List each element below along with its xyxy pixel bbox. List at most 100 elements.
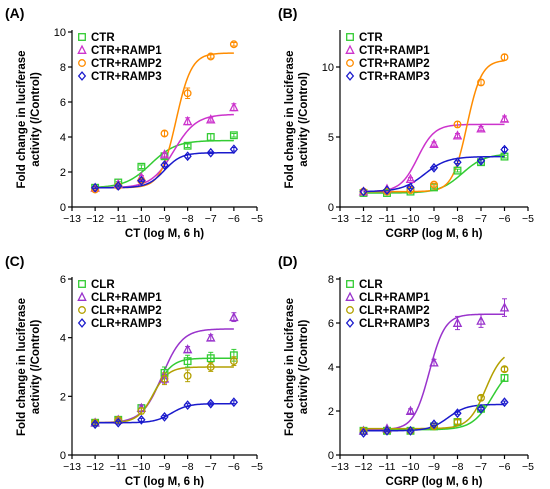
x-tick-label: −9 (428, 213, 440, 225)
legend-marker-2 (78, 59, 86, 67)
data-point-0 (206, 354, 215, 363)
x-tick-label: −12 (355, 461, 373, 473)
x-tick-label: −7 (205, 213, 217, 225)
x-tick-label: −11 (378, 461, 395, 473)
data-point-0 (183, 141, 192, 150)
x-tick-label: −8 (182, 213, 194, 225)
data-point-2 (229, 357, 238, 366)
x-tick-label: −6 (228, 213, 240, 225)
legend-marker-1 (77, 291, 87, 301)
legend-marker-3 (345, 318, 355, 328)
data-point-2 (206, 363, 215, 371)
data-point-3 (160, 411, 169, 422)
data-point-1 (182, 115, 193, 126)
data-point-1 (229, 101, 239, 112)
data-point-3 (382, 425, 392, 436)
x-tick-label: −5 (522, 461, 534, 473)
legend-marker-1 (345, 44, 355, 54)
panel-tag: (A) (5, 5, 24, 21)
y-tick-label: 4 (328, 362, 334, 374)
data-point-3 (114, 181, 123, 191)
data-point-3 (500, 397, 509, 408)
y-tick-label: 6 (60, 97, 66, 109)
data-point-2 (477, 393, 485, 402)
data-point-2 (453, 418, 462, 426)
y-tick-label: 4 (60, 132, 66, 144)
data-point-1 (499, 113, 510, 123)
data-point-2 (137, 407, 146, 415)
data-point-3 (90, 419, 100, 430)
panel-1: (B) 0 5 10 −13 −12 −11 −10 −9 −8 −7 −6 −5 CGRP (log M… (278, 5, 534, 240)
x-tick-label: −11 (378, 213, 395, 225)
legend-label-0: CTR (91, 32, 115, 44)
x-tick-label: −7 (205, 461, 217, 473)
y-tick-label: 5 (328, 132, 334, 144)
y-axis-label-line2: activity (/Control) (298, 320, 310, 415)
data-point-1 (429, 138, 439, 148)
legend-marker-1 (345, 291, 355, 301)
y-axis-label-line1: Fold change in luciferase (284, 50, 296, 188)
data-point-3 (183, 400, 192, 411)
x-tick-label: −6 (499, 213, 511, 225)
data-point-2 (500, 53, 509, 62)
y-tick-label: 0 (60, 202, 66, 214)
x-tick-label: −10 (132, 213, 150, 225)
x-tick-label: −9 (159, 461, 171, 473)
legend-label-3: CTR+RAMP3 (359, 71, 430, 83)
legend-label-3: CLR+RAMP3 (91, 318, 162, 330)
data-point-2 (183, 371, 192, 380)
data-point-0 (206, 133, 215, 141)
fit-curve-0 (363, 378, 506, 431)
x-tick-label: −5 (251, 461, 263, 473)
legend-label-2: CTR+RAMP2 (359, 58, 430, 70)
fit-curve-2 (363, 356, 505, 430)
y-tick-label: 6 (328, 318, 334, 330)
x-tick-label: −7 (475, 213, 487, 225)
data-point-1 (476, 315, 486, 325)
panel-0: (A) 0 2 4 6 8 10 −13 −12 −11 −10 −9 −8 −7 −6 −5 CT (log … (5, 5, 263, 240)
legend-marker-3 (77, 71, 87, 81)
x-tick-label: −13 (63, 213, 81, 225)
legend-marker-0 (78, 280, 86, 288)
panel-tag: (B) (278, 5, 297, 21)
x-tick-label: −10 (402, 461, 420, 473)
data-point-2 (430, 180, 438, 189)
panel-tag: (C) (5, 253, 24, 269)
legend-label-0: CTR (359, 32, 383, 44)
y-tick-label: 6 (60, 274, 66, 286)
legend-marker-0 (78, 33, 86, 41)
x-tick-label: −13 (331, 213, 349, 225)
data-point-3 (476, 155, 486, 166)
data-point-3 (229, 144, 239, 155)
y-tick-label: 10 (322, 62, 334, 74)
data-point-0 (137, 162, 146, 171)
data-point-1 (452, 130, 463, 140)
data-point-3 (429, 162, 439, 173)
x-axis-label: CGRP (log M, 6 h) (386, 228, 483, 240)
legend-label-3: CTR+RAMP3 (91, 71, 162, 83)
data-point-1 (205, 114, 216, 124)
x-axis-label: CT (log M, 6 h) (125, 228, 204, 240)
data-point-1 (182, 344, 193, 354)
x-tick-label: −8 (452, 461, 464, 473)
data-point-3 (90, 182, 100, 193)
y-axis-label-line2: activity (/Control) (30, 72, 42, 167)
data-point-1 (476, 123, 486, 133)
x-tick-label: −12 (86, 213, 104, 225)
y-tick-label: 8 (328, 274, 334, 286)
y-tick-label: 0 (60, 450, 66, 462)
data-point-1 (229, 311, 239, 322)
data-point-3 (206, 147, 215, 158)
data-point-3 (382, 185, 392, 196)
y-tick-label: 2 (60, 391, 66, 403)
y-tick-label: 10 (54, 27, 66, 39)
data-point-2 (500, 365, 509, 374)
legend-marker-0 (346, 33, 354, 41)
y-axis-label-line1: Fold change in luciferase (284, 298, 296, 436)
x-tick-label: −6 (228, 461, 240, 473)
panel-2: (C) 0 2 4 6 −13 −12 −11 −10 −9 −8 −7 −6 −5 CT (log M, … (5, 253, 263, 488)
x-tick-label: −5 (251, 213, 263, 225)
x-tick-label: −11 (110, 213, 127, 225)
data-point-2 (160, 129, 169, 138)
x-axis-label: CT (log M, 6 h) (125, 476, 204, 488)
